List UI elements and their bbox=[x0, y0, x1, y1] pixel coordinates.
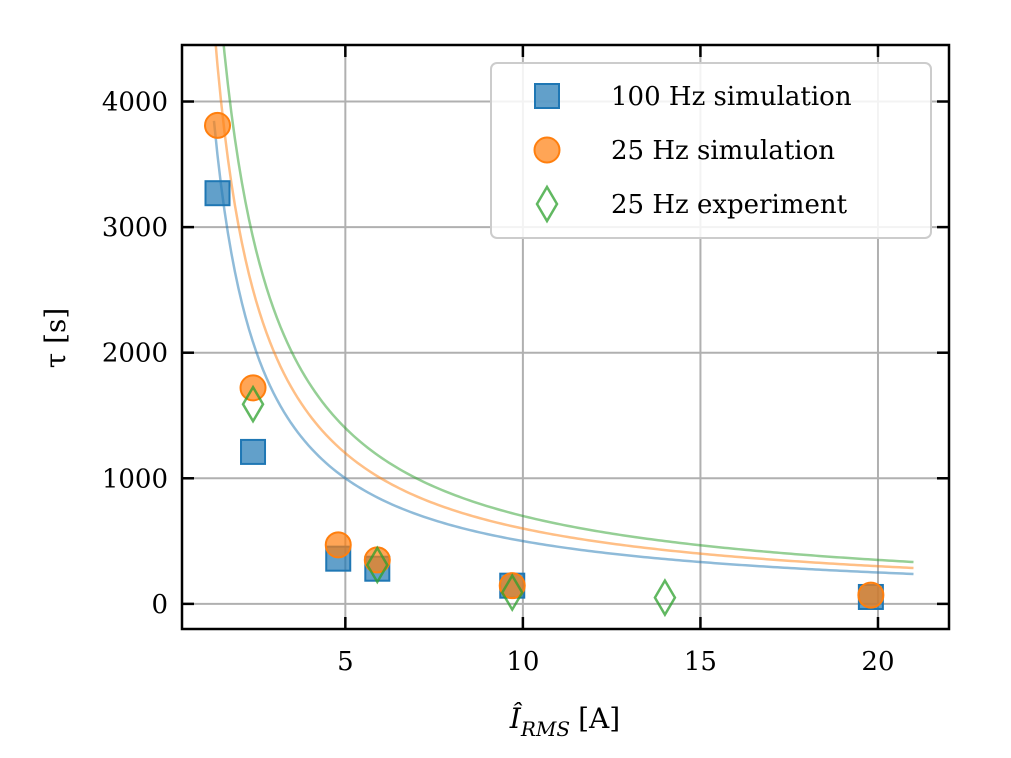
x-tick-label: 15 bbox=[684, 647, 717, 677]
data-point-square bbox=[240, 438, 267, 465]
x-axis-label-main: Î bbox=[509, 702, 523, 735]
fit-curve bbox=[214, 45, 914, 570]
fit-curve bbox=[212, 120, 914, 576]
x-tick-label: 5 bbox=[337, 647, 354, 677]
tick-labels: 5 10 15 20 0 1000 2000 3000 4000 bbox=[102, 88, 895, 677]
y-tick-label: 3000 bbox=[102, 213, 168, 243]
data-point-diamond bbox=[365, 545, 389, 585]
data-point-circle bbox=[857, 581, 885, 609]
x-tick-label: 20 bbox=[861, 647, 894, 677]
legend-marker-diamond bbox=[535, 184, 559, 224]
data-point-circle bbox=[324, 531, 352, 559]
data-point-circle bbox=[204, 111, 232, 139]
legend-marker-circle bbox=[533, 136, 561, 164]
y-tick-label: 2000 bbox=[102, 339, 168, 369]
legend-label: 25 Hz simulation bbox=[611, 136, 835, 166]
legend-marker-square bbox=[534, 83, 560, 109]
legend: 100 Hz simulation 25 Hz simulation 25 Hz e… bbox=[490, 62, 932, 239]
data-point-square bbox=[204, 180, 231, 207]
fit-curve bbox=[222, 45, 914, 564]
x-tick-label: 10 bbox=[506, 647, 539, 677]
y-tick-label: 0 bbox=[151, 590, 168, 620]
fit-curves bbox=[212, 45, 914, 576]
data-point-diamond bbox=[500, 573, 524, 613]
ticks bbox=[182, 45, 949, 629]
legend-label: 100 Hz simulation bbox=[611, 82, 852, 112]
data-point-diamond bbox=[241, 384, 265, 424]
data-points bbox=[204, 111, 885, 618]
y-tick-label: 4000 bbox=[102, 88, 168, 118]
y-axis-label: τ [s] bbox=[39, 308, 72, 369]
x-axis-label: ÎRMS [A] bbox=[509, 702, 620, 741]
data-point-diamond bbox=[653, 578, 677, 618]
x-axis-label-sub: RMS bbox=[520, 717, 570, 741]
legend-box bbox=[490, 62, 932, 239]
legend-label: 25 Hz experiment bbox=[611, 190, 848, 220]
plot-frame bbox=[180, 43, 951, 631]
x-axis-label-unit: [A] bbox=[578, 702, 620, 735]
y-tick-label: 1000 bbox=[102, 464, 168, 494]
